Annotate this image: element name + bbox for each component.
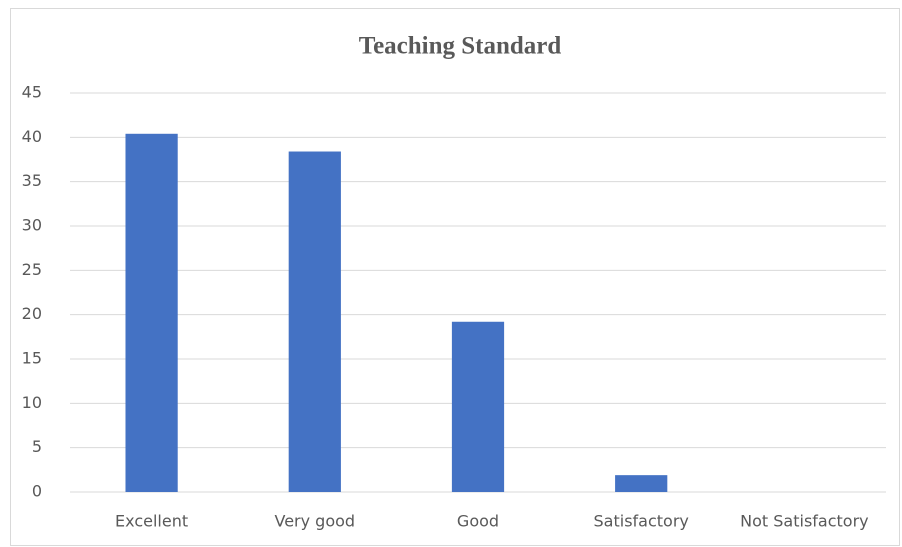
x-tick-label: Very good (275, 512, 356, 531)
x-tick-label: Not Satisfactory (740, 512, 868, 531)
y-tick-label: 5 (32, 437, 42, 456)
bar (451, 321, 505, 492)
bar (288, 151, 341, 492)
x-tick-label: Satisfactory (594, 512, 689, 531)
y-tick-label: 20 (22, 304, 42, 323)
y-tick-label: 35 (22, 171, 42, 190)
x-tick-label: Good (457, 512, 499, 531)
bar (125, 133, 178, 492)
y-tick-label: 25 (22, 260, 42, 279)
bar (615, 475, 668, 492)
y-tick-label: 0 (32, 482, 42, 501)
x-tick-label: Excellent (115, 512, 188, 531)
y-tick-label: 15 (22, 349, 42, 368)
y-tick-label: 10 (22, 393, 42, 412)
chart-title: Teaching Standard (359, 33, 562, 60)
y-tick-label: 45 (22, 83, 42, 102)
y-tick-label: 40 (22, 127, 42, 146)
y-tick-label: 30 (22, 216, 42, 235)
